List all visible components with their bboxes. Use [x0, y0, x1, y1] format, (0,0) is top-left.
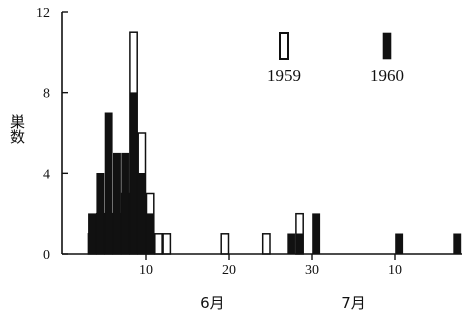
- bar-1960-5: [129, 92, 138, 255]
- bar-1959-9: [162, 233, 172, 255]
- bar-1959-11: [261, 233, 271, 255]
- x-tick-label-0: 10: [139, 263, 153, 278]
- bar-1960-1: [96, 173, 105, 255]
- x-tick-label-1: 20: [222, 263, 236, 278]
- bar-1960-3: [113, 152, 121, 255]
- ticks-layer: 0 4 8 12 10 20 30 10 6月 7月: [36, 6, 402, 312]
- y-tick-label-4: 4: [43, 167, 50, 182]
- x-tick-label-3: 10: [388, 263, 402, 278]
- bar-1960-0: [88, 213, 97, 255]
- legend-swatch-1960: [382, 32, 392, 60]
- legend-swatch-1959: [279, 32, 289, 60]
- bar-1960-4: [121, 152, 130, 255]
- y-tick-label-0: 0: [43, 248, 50, 263]
- bar-1960-8: [287, 233, 296, 255]
- y-tick-label-12: 12: [36, 6, 50, 21]
- y-axis-label: 巣数: [8, 114, 26, 144]
- x-month-label-0: 6月: [200, 294, 225, 312]
- y-tick-label-8: 8: [43, 87, 50, 102]
- legend-label-1959: 1959: [267, 66, 301, 85]
- bar-1960-7: [146, 213, 155, 255]
- x-tick-label-2: 30: [305, 263, 319, 278]
- x-month-label-1: 7月: [341, 294, 366, 312]
- bar-1960-11: [395, 233, 404, 255]
- bar-1960-10: [312, 213, 321, 255]
- bar-1960-6: [137, 173, 146, 255]
- legend: 1959 1960: [267, 32, 404, 85]
- bar-1959-8: [154, 233, 163, 255]
- bar-1959-10: [220, 233, 230, 255]
- bar-1960-12: [453, 233, 462, 255]
- legend-label-1960: 1960: [370, 66, 404, 85]
- bar-1960-9: [295, 233, 304, 255]
- bar-1960-2: [104, 112, 113, 255]
